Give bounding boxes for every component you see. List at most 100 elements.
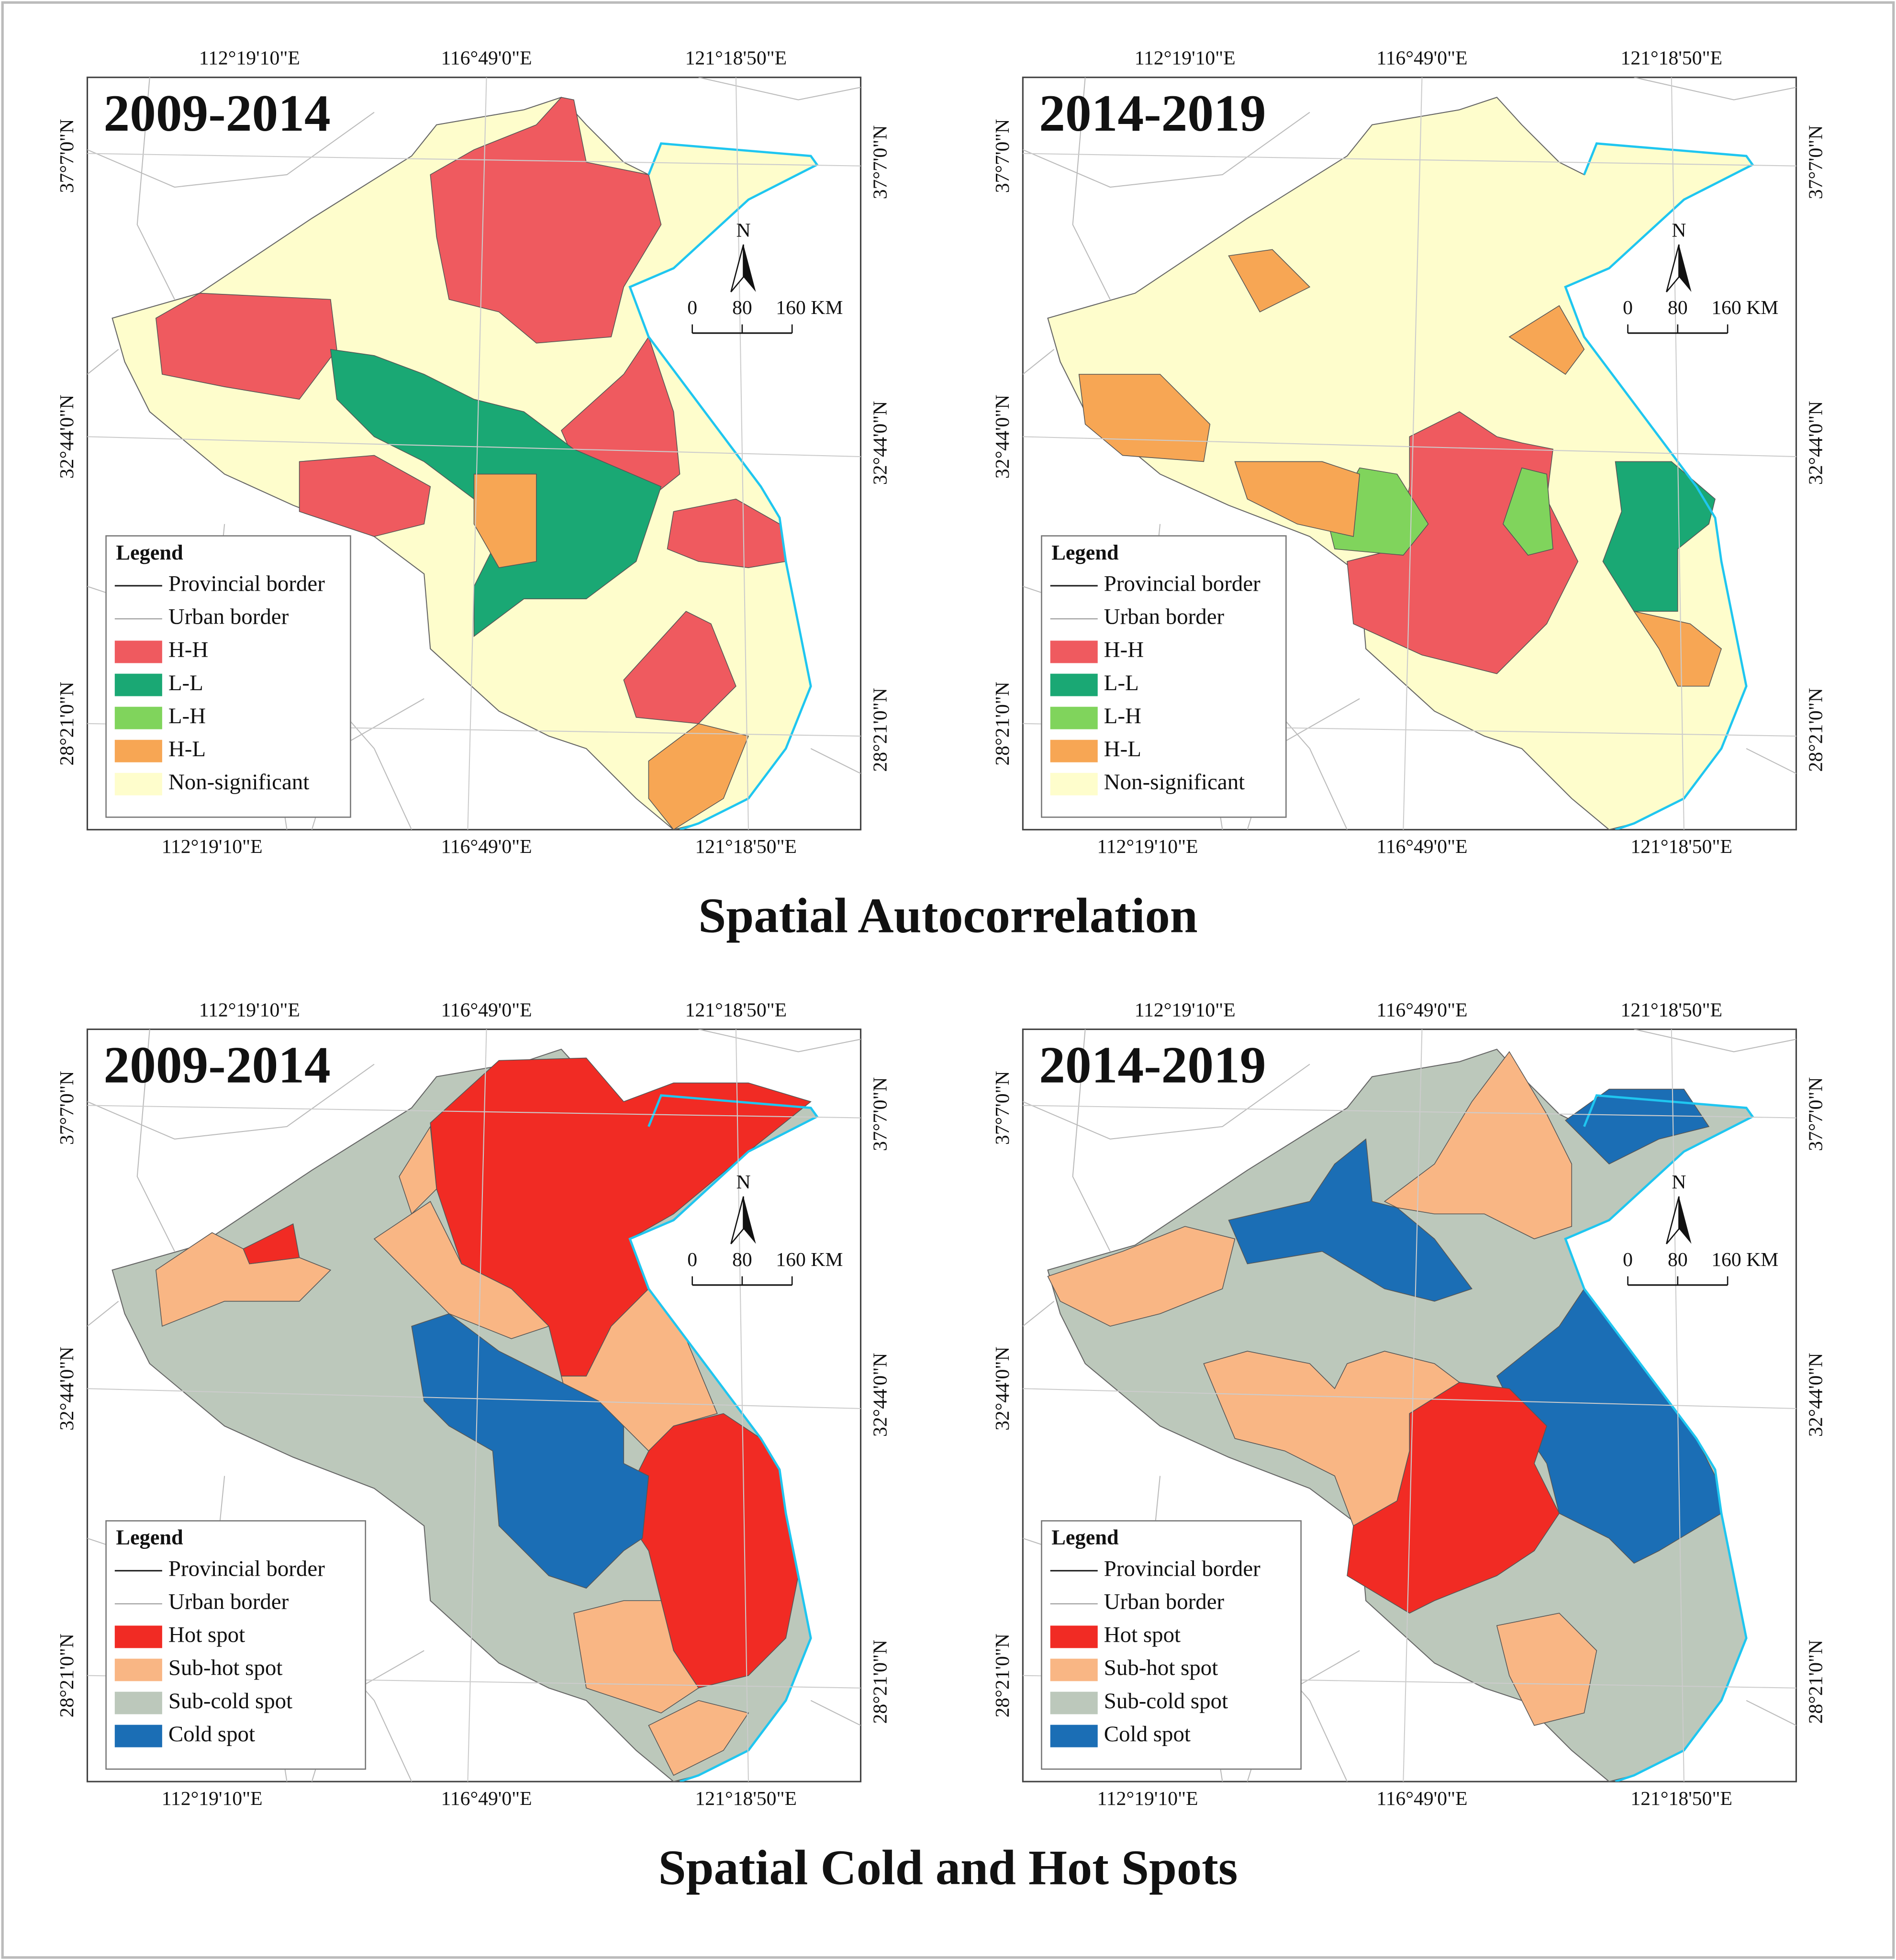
longitude-label: 112°19'10"E	[1135, 47, 1236, 69]
region	[623, 611, 736, 724]
north-arrow	[1679, 1196, 1692, 1244]
legend-label: H-H	[1104, 638, 1144, 662]
latitude-label: 32°44'0"N	[869, 1353, 891, 1437]
background-border	[1072, 1029, 1111, 1252]
north-arrow	[743, 244, 756, 292]
region	[648, 723, 749, 830]
longitude-label: 121°18'50"E	[1630, 1788, 1732, 1810]
latitude-label: 32°44'0"N	[992, 395, 1014, 479]
background-border	[87, 1300, 119, 1327]
legend-swatch	[1050, 1658, 1098, 1681]
background-border	[87, 349, 119, 375]
region	[373, 1201, 550, 1339]
legend-label: Hot spot	[1104, 1623, 1181, 1647]
latitude-label: 32°44'0"N	[1805, 1353, 1827, 1437]
graticule	[1403, 77, 1423, 830]
scale-label: 80	[732, 297, 752, 319]
north-arrow	[1679, 244, 1692, 292]
longitude-label: 116°49'0"E	[441, 1788, 532, 1810]
legend-label: Non-significant	[1104, 770, 1245, 795]
region	[648, 1700, 749, 1776]
latitude-label: 28°21'0"N	[56, 682, 78, 766]
legend-label: Provincial border	[168, 571, 325, 596]
legend-swatch	[1050, 1725, 1098, 1747]
legend-label: L-H	[168, 704, 206, 728]
graticule	[87, 153, 861, 167]
graticule	[1671, 77, 1684, 830]
longitude-label: 121°18'50"E	[1621, 47, 1723, 69]
legend-swatch	[114, 773, 162, 795]
longitude-label: 121°18'50"E	[685, 47, 787, 69]
longitude-label: 112°19'10"E	[162, 1788, 263, 1810]
period-title: 2009-2014	[103, 84, 330, 142]
period-title: 2014-2019	[1039, 84, 1266, 142]
background-border	[1746, 1700, 1796, 1726]
latitude-label: 37°7'0"N	[56, 1071, 78, 1145]
region	[399, 1125, 437, 1215]
longitude-label: 112°19'10"E	[199, 47, 300, 69]
legend-swatch	[114, 706, 162, 729]
background-border	[87, 1064, 375, 1140]
legend-label: H-L	[168, 737, 206, 762]
longitude-label: 116°49'0"E	[441, 47, 532, 69]
region	[1228, 1138, 1473, 1302]
north-label: N	[736, 1171, 750, 1193]
latitude-label: 28°21'0"N	[992, 1634, 1014, 1718]
longitude-label: 116°49'0"E	[1376, 1788, 1467, 1810]
graticule	[467, 77, 487, 830]
region	[430, 97, 662, 344]
legend-label: Sub-cold spot	[1104, 1689, 1228, 1714]
legend-label: L-L	[1104, 671, 1139, 695]
graticule	[87, 1388, 861, 1409]
legend-label: L-L	[168, 671, 203, 695]
longitude-label: 121°18'50"E	[1621, 999, 1723, 1021]
legend-title: Legend	[116, 1526, 183, 1549]
background-border	[87, 112, 375, 188]
background-border	[1746, 748, 1796, 774]
map-content	[1023, 1029, 1796, 1782]
legend-label: Cold spot	[168, 1722, 255, 1747]
latitude-label: 28°21'0"N	[992, 682, 1014, 766]
region	[473, 473, 537, 568]
longitude-label: 116°49'0"E	[1376, 836, 1467, 858]
coastline	[1564, 142, 1754, 830]
region	[1234, 461, 1361, 537]
legend-label: Urban border	[168, 605, 289, 629]
period-title: 2014-2019	[1039, 1036, 1266, 1094]
legend-swatch	[114, 1725, 162, 1747]
latitude-label: 37°7'0"N	[1805, 1077, 1827, 1151]
graticule	[1023, 153, 1796, 167]
graticule	[1023, 436, 1796, 458]
region	[1228, 249, 1311, 313]
scale-label: 80	[1668, 1249, 1688, 1271]
graticule	[1023, 1105, 1796, 1119]
legend-label: Hot spot	[168, 1623, 245, 1647]
coastline	[628, 142, 819, 830]
scale-label: 80	[1668, 297, 1688, 319]
legend-label: Provincial border	[1104, 571, 1260, 596]
section-title: Spatial Cold and Hot Spots	[658, 1839, 1238, 1895]
legend-swatch	[114, 1625, 162, 1648]
scale-label: 80	[732, 1249, 752, 1271]
legend-label: Sub-hot spot	[168, 1656, 282, 1680]
legend-swatch	[114, 739, 162, 762]
graticule	[87, 436, 861, 458]
graticule	[735, 77, 749, 830]
legend-label: H-L	[1104, 737, 1141, 762]
latitude-label: 37°7'0"N	[869, 125, 891, 200]
region	[1633, 611, 1722, 687]
region	[1047, 1226, 1236, 1327]
latitude-label: 37°7'0"N	[992, 1071, 1014, 1145]
legend-swatch	[114, 640, 162, 663]
latitude-label: 37°7'0"N	[1805, 125, 1827, 200]
latitude-label: 32°44'0"N	[869, 401, 891, 485]
legend-title: Legend	[116, 541, 183, 564]
graticule	[735, 1029, 749, 1782]
longitude-label: 112°19'10"E	[1097, 1788, 1198, 1810]
latitude-label: 28°21'0"N	[869, 688, 891, 772]
north-arrow	[743, 1196, 756, 1244]
latitude-label: 28°21'0"N	[869, 1640, 891, 1724]
map-panel: 112°19'10"E 116°49'0"E 121°18'50"E 112°19'1…	[56, 999, 891, 1810]
background-border	[136, 77, 175, 300]
